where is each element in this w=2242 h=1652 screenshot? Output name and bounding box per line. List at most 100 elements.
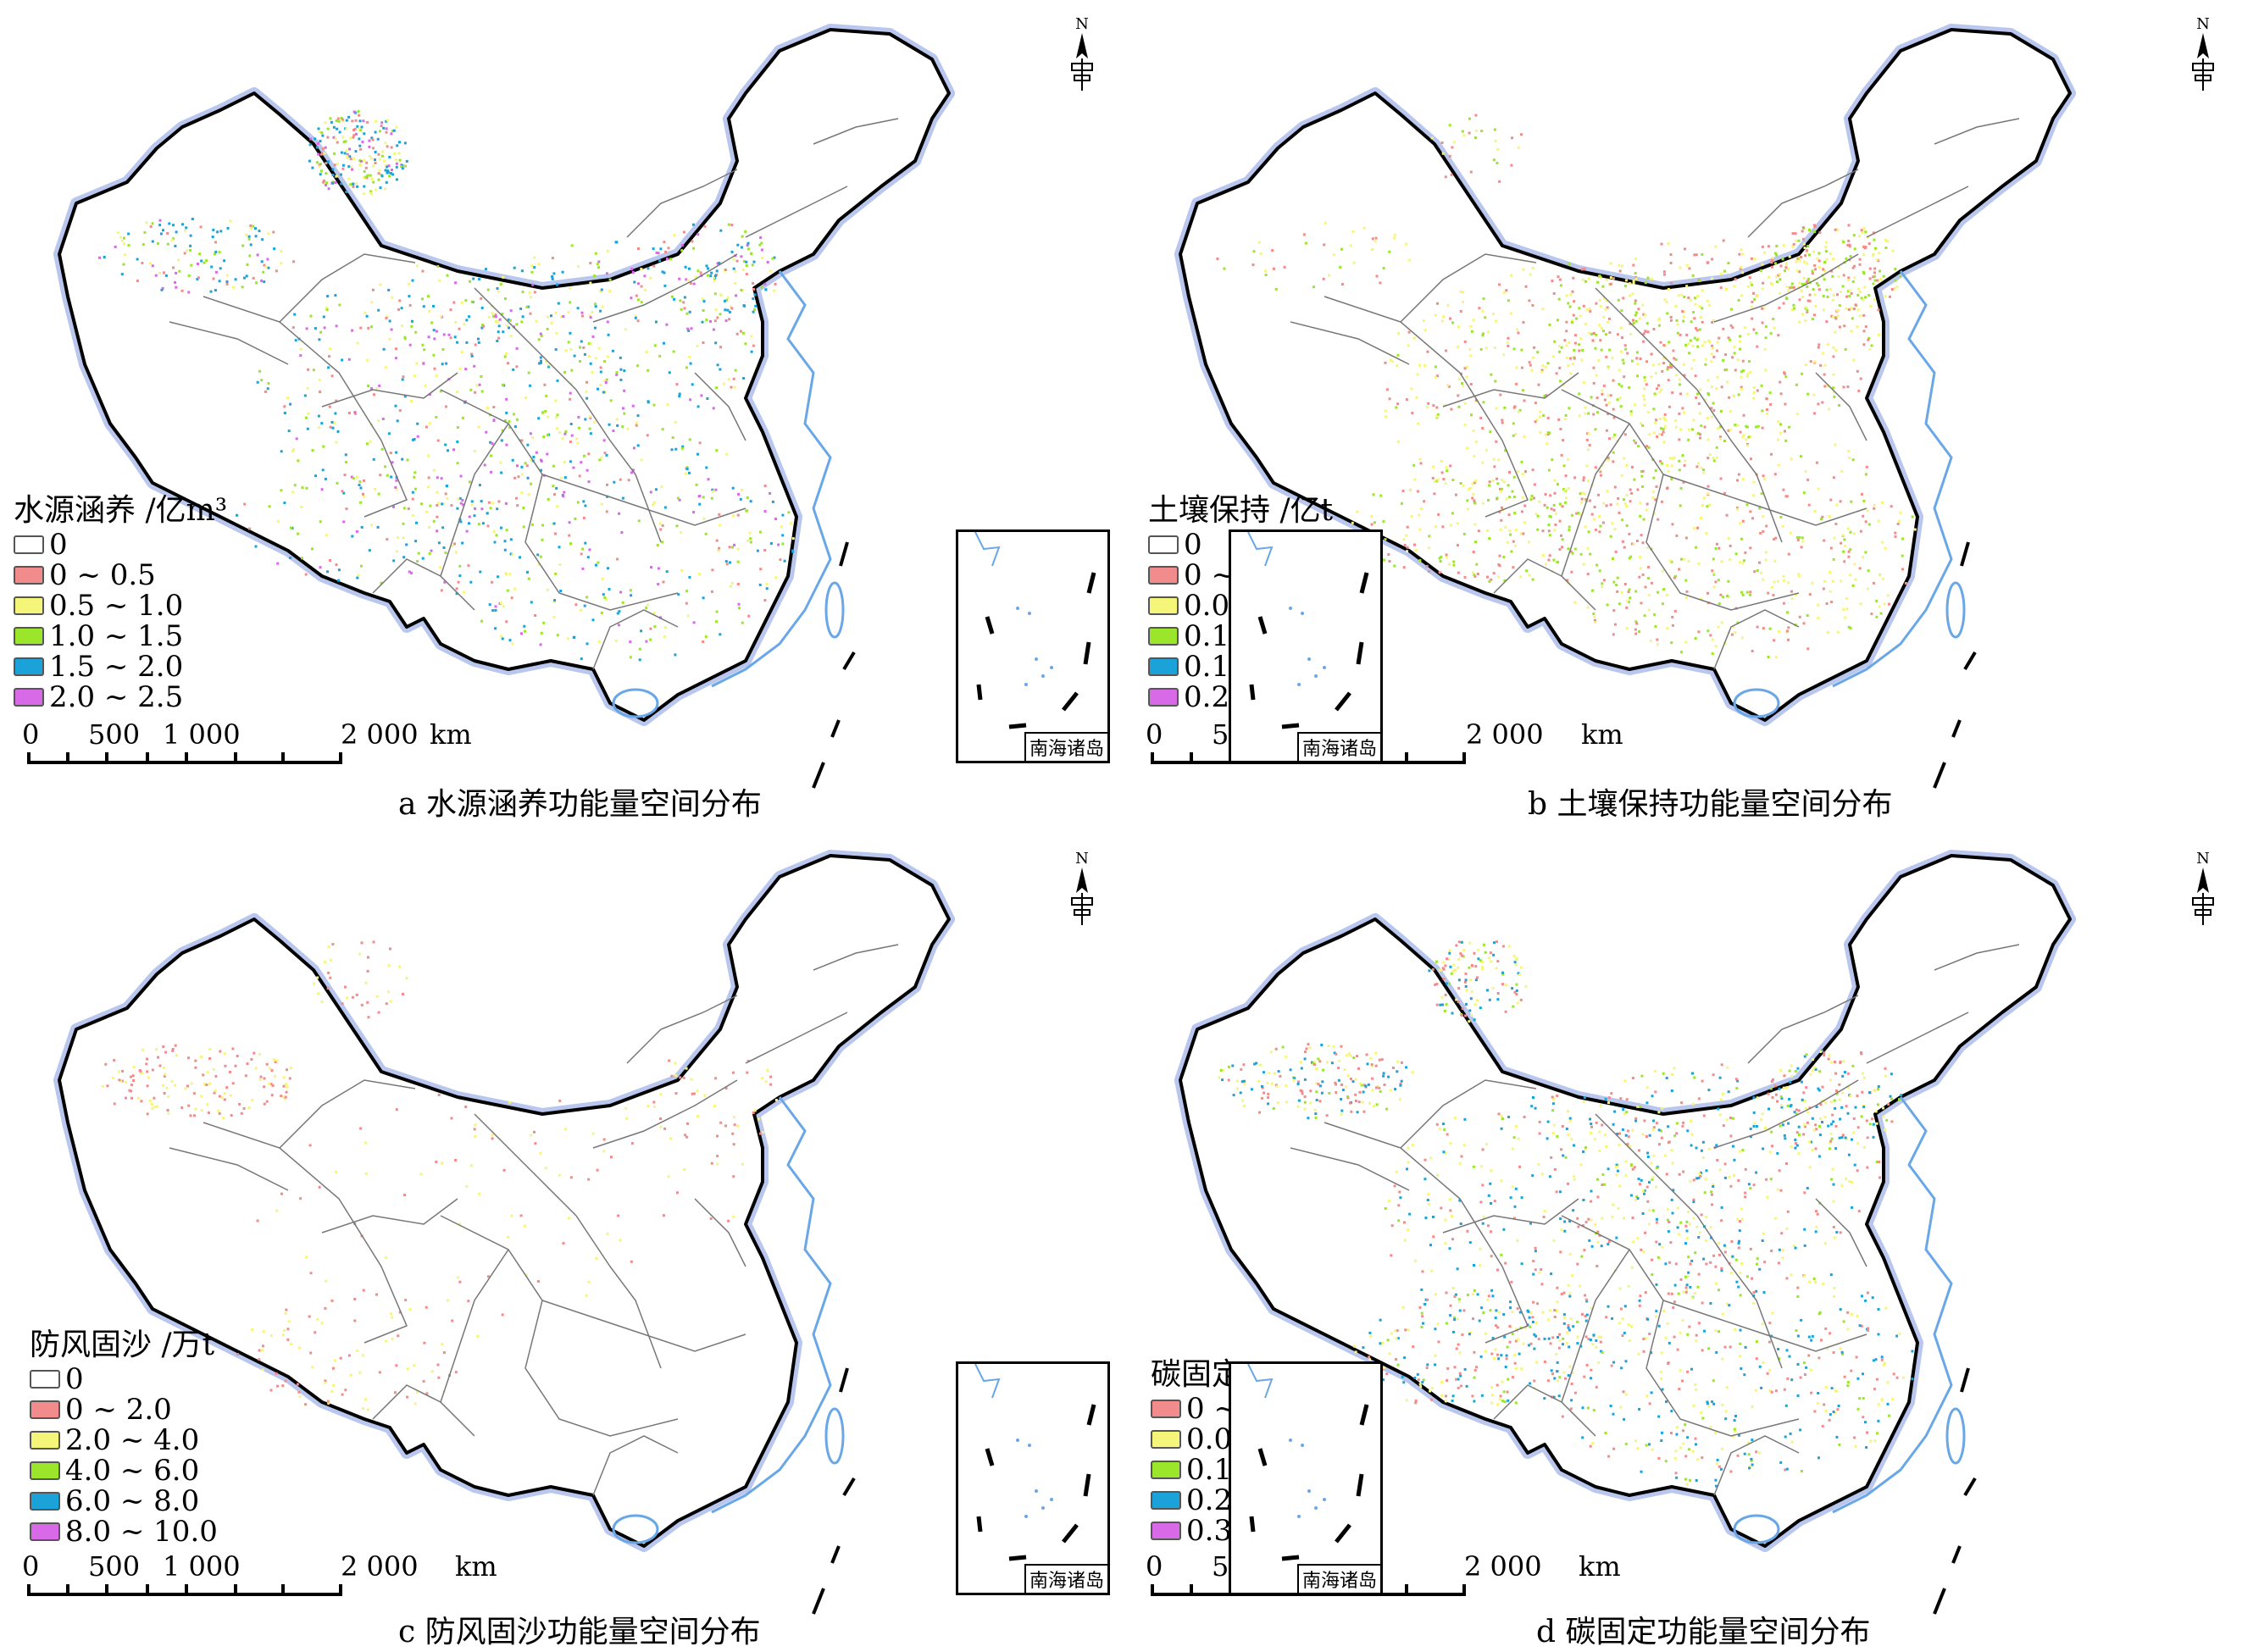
legend-swatch	[30, 1370, 60, 1389]
nine-dash-line	[839, 541, 849, 567]
scale-labels: 0 500 1 000 2 000 km	[22, 718, 472, 752]
legend-swatch	[14, 688, 44, 707]
province-boundary	[1713, 1435, 1800, 1496]
province-boundary	[1561, 423, 1630, 611]
province-boundary	[1324, 296, 1529, 518]
caption: b 土壤保持功能量空间分布	[1528, 787, 1893, 822]
province-boundary	[592, 1435, 679, 1496]
legend-title: 土壤保持 /亿t	[1148, 493, 1334, 528]
province-boundary	[575, 1215, 662, 1369]
province-boundary	[694, 1198, 746, 1267]
legend-item: 1.0 ~ 1.5	[14, 621, 227, 651]
province-boundary	[626, 995, 738, 1064]
province-boundary	[592, 609, 679, 670]
province-boundary	[1442, 1198, 1579, 1233]
country-border	[58, 854, 951, 1548]
legend-swatch	[14, 566, 44, 585]
scale-tick-1000: 1 000	[163, 1550, 241, 1583]
legend-swatch	[14, 657, 44, 676]
legend-swatch	[1148, 566, 1179, 585]
province-boundary	[1324, 1122, 1529, 1344]
legend-swatch	[1151, 1461, 1181, 1479]
scale-tick-1000: 1 000	[163, 718, 241, 751]
province-boundary	[643, 507, 746, 526]
legend-swatch	[1151, 1400, 1181, 1418]
province-boundary	[203, 1122, 408, 1344]
south-china-sea-inset: 南海诸岛	[956, 529, 1110, 763]
province-boundary	[1866, 186, 1969, 238]
south-china-sea-inset: 南海诸岛	[1229, 529, 1383, 763]
legend-item: 0	[1148, 529, 1355, 560]
north-label: N	[1075, 15, 1089, 33]
province-boundary	[1493, 1384, 1562, 1420]
province-boundary	[1764, 507, 1867, 526]
province-boundary	[1645, 1300, 1800, 1437]
province-boundary	[524, 1300, 679, 1437]
province-boundary	[169, 1147, 289, 1191]
legend-swatch	[1148, 535, 1179, 554]
legend-swatch	[1148, 688, 1179, 707]
scale-line	[27, 1584, 342, 1596]
scale-tick-0: 0	[1146, 1550, 1163, 1583]
scale-tick-500: 500	[88, 718, 141, 751]
legend-swatch	[14, 596, 44, 615]
coastline	[711, 1096, 832, 1514]
province-boundary	[1290, 1147, 1410, 1191]
south-china-sea-inset: 南海诸岛	[956, 1361, 1110, 1595]
province-boundary	[1713, 1079, 1859, 1149]
legend-item: 4.0 ~ 6.0	[30, 1455, 218, 1486]
nine-dash-line	[1960, 541, 1970, 567]
north-arrow: N	[1069, 15, 1095, 97]
province-boundary	[1866, 1012, 1969, 1064]
north-arrow-icon	[1071, 33, 1093, 91]
hainan-island	[1733, 1514, 1780, 1544]
north-label: N	[2196, 850, 2210, 868]
hainan-island	[1733, 688, 1780, 718]
scale-unit: km	[455, 1550, 497, 1583]
province-boundary	[1713, 609, 1800, 670]
north-label: N	[2196, 15, 2210, 33]
province-boundary	[169, 321, 289, 365]
inset-map	[1247, 1363, 1369, 1561]
scale-labels: 0 500 1 000 2 000 km	[22, 1550, 497, 1584]
north-arrow: N	[2190, 15, 2216, 97]
legend-label: 4.0 ~ 6.0	[65, 1454, 200, 1488]
legend-swatch	[30, 1522, 60, 1541]
hainan-island	[612, 688, 659, 718]
province-boundary	[203, 296, 408, 518]
taiwan-island	[1945, 1407, 1966, 1465]
province-boundary	[1595, 1113, 1698, 1217]
province-boundary	[1713, 253, 1859, 323]
province-boundary	[1400, 253, 1537, 323]
coastline	[711, 270, 832, 688]
province-boundary	[372, 1384, 441, 1420]
taiwan-island	[1945, 581, 1966, 639]
province-boundary	[440, 423, 509, 611]
province-boundary	[813, 118, 899, 145]
map-soil-conservation	[1174, 24, 2076, 789]
north-arrow: N	[2190, 850, 2216, 931]
country-border	[1179, 28, 2072, 722]
function-pixels	[1216, 114, 1917, 659]
scale-line	[27, 752, 342, 764]
legend-item: 2.0 ~ 4.0	[30, 1425, 218, 1455]
province-boundary	[524, 474, 679, 611]
country-border	[58, 28, 951, 722]
legend-swatch	[1148, 657, 1179, 676]
function-pixels	[1218, 940, 1914, 1488]
legend-label: 0 ~ 2.0	[65, 1393, 172, 1427]
province-boundary	[626, 169, 738, 238]
function-pixels	[101, 940, 778, 1411]
legend-item: 8.0 ~ 10.0	[30, 1516, 218, 1547]
country-border	[1179, 854, 2072, 1548]
nine-dash-line	[830, 1545, 841, 1564]
province-boundary	[321, 372, 458, 407]
nine-dash-line	[1951, 719, 1962, 738]
caption: a 水源涵养功能量空间分布	[398, 787, 762, 822]
province-boundary	[1595, 287, 1698, 391]
inset-label: 南海诸岛	[1296, 732, 1380, 761]
